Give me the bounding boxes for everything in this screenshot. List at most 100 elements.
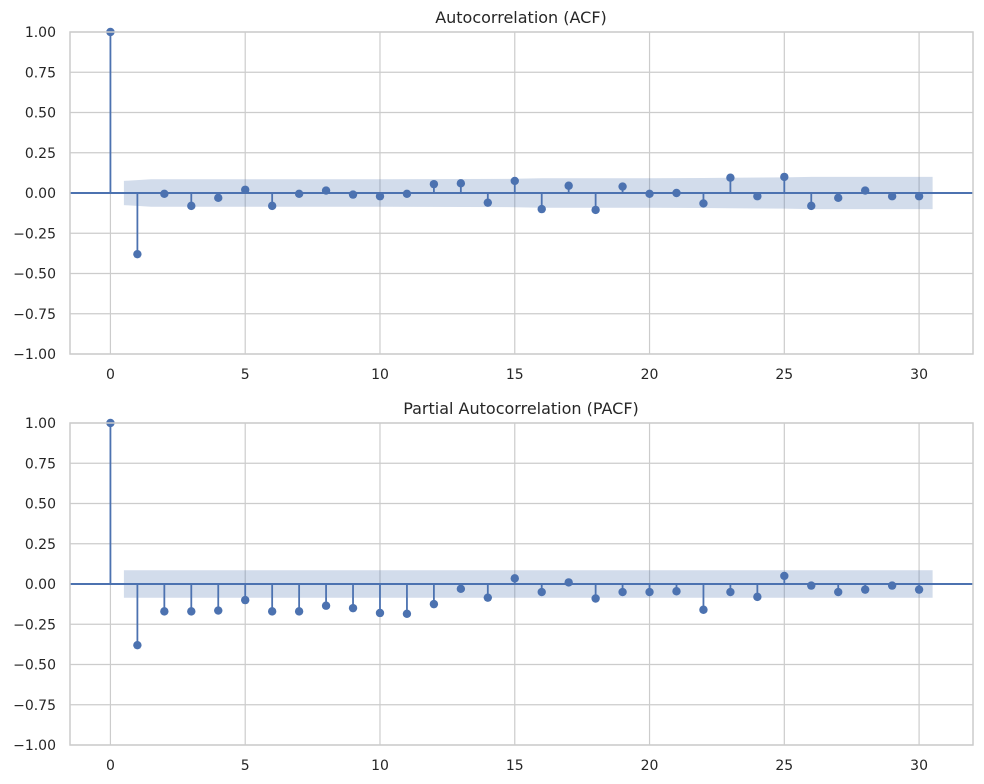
pacf-xtick-label: 10	[371, 758, 389, 774]
pacf-marker-lag-15	[510, 574, 519, 583]
acf-ytick-label: 0.75	[25, 65, 56, 81]
pacf-marker-lag-29	[887, 581, 897, 590]
acf-marker-lag-5	[241, 185, 250, 194]
acf-marker-lag-7	[294, 189, 304, 199]
pacf-ytick-label: 0.25	[25, 537, 56, 553]
pacf-marker-lag-24	[753, 592, 762, 602]
pacf-xtick-label: 0	[106, 758, 115, 774]
pacf-marker-lag-30	[914, 585, 924, 594]
acf-marker-lag-28	[860, 186, 870, 195]
acf-marker-lag-3	[187, 201, 196, 211]
acf-ytick-label: 1.00	[25, 25, 56, 41]
acf-ytick-label: −0.25	[13, 226, 56, 242]
acf-ytick-label: 0.00	[25, 186, 56, 202]
acf-ytick-label: 0.50	[25, 106, 56, 122]
acf-marker-lag-20	[645, 189, 654, 199]
pacf-marker-lag-27	[834, 587, 843, 597]
acf-marker-lag-2	[160, 189, 169, 199]
acf-xtick-label: 0	[106, 367, 115, 383]
acf-panel: Autocorrelation (ACF) 1.00 0.75 0.50 0.25 0.…	[13, 8, 974, 383]
pacf-marker-lag-28	[860, 585, 870, 594]
acf-marker-lag-24	[753, 192, 762, 201]
acf-marker-lag-9	[348, 190, 358, 199]
pacf-xtick-label: 20	[641, 758, 659, 774]
pacf-marker-lag-7	[294, 607, 304, 616]
pacf-ytick-label: −0.25	[13, 617, 56, 633]
acf-marker-lag-29	[887, 192, 897, 201]
pacf-marker-lag-21	[672, 587, 681, 596]
pacf-marker-lag-4	[214, 606, 223, 615]
pacf-xtick-label: 5	[241, 758, 250, 774]
pacf-marker-lag-11	[402, 609, 412, 618]
pacf-marker-lag-8	[321, 601, 331, 610]
acf-marker-lag-21	[672, 188, 681, 198]
pacf-marker-lag-20	[645, 587, 654, 597]
acf-xtick-label: 15	[506, 367, 524, 383]
acf-marker-lag-12	[429, 179, 439, 189]
acf-xtick-label: 5	[241, 367, 250, 383]
acf-xtick-label: 20	[641, 367, 659, 383]
acf-xtick-label: 30	[910, 367, 928, 383]
acf-axes-frame	[69, 31, 974, 355]
pacf-xtick-label: 30	[910, 758, 928, 774]
pacf-ytick-label: 1.00	[25, 416, 56, 432]
pacf-panel: Partial Autocorrelation (PACF) 1.00 0.75 0…	[13, 399, 974, 774]
acf-ytick-label: 0.25	[25, 146, 56, 162]
pacf-ytick-label: −1.00	[13, 738, 56, 754]
pacf-ytick-label: −0.50	[13, 658, 56, 674]
acf-marker-lag-23	[726, 173, 735, 182]
acf-marker-lag-11	[402, 189, 412, 199]
pacf-marker-lag-12	[429, 599, 439, 609]
acf-marker-lag-25	[780, 172, 789, 182]
pacf-marker-lag-25	[780, 571, 789, 581]
pacf-marker-lag-2	[160, 607, 169, 616]
pacf-marker-lag-17	[564, 578, 573, 587]
pacf-xtick-label: 15	[506, 758, 524, 774]
acf-marker-lag-8	[321, 186, 331, 195]
acf-plot-area: 1.00 0.75 0.50 0.25 0.00 −0.25 −0.50 −0.75 −1.00…	[13, 25, 974, 383]
pacf-marker-lag-19	[618, 587, 627, 597]
acf-ytick-label: −1.00	[13, 347, 56, 363]
pacf-ytick-label: 0.50	[25, 497, 56, 513]
pacf-axes-frame	[69, 422, 974, 746]
acf-title: Autocorrelation (ACF)	[435, 8, 607, 27]
pacf-marker-lag-6	[267, 607, 277, 616]
pacf-ytick-label: −0.75	[13, 698, 56, 714]
acf-marker-lag-15	[510, 176, 519, 186]
acf-marker-lag-30	[914, 192, 924, 201]
acf-marker-lag-1	[133, 249, 142, 259]
acf-ytick-label: −0.75	[13, 307, 56, 323]
pacf-marker-lag-13	[456, 584, 466, 594]
pacf-ytick-label: 0.00	[25, 577, 56, 593]
acf-marker-lag-17	[564, 181, 573, 190]
acf-xtick-label: 10	[371, 367, 389, 383]
pacf-marker-lag-14	[483, 593, 493, 602]
pacf-marker-lag-10	[375, 608, 385, 618]
acf-marker-lag-6	[267, 201, 277, 211]
acf-xtick-label: 25	[775, 367, 793, 383]
pacf-ytick-label: 0.75	[25, 456, 56, 472]
pacf-xtick-label: 25	[775, 758, 793, 774]
pacf-marker-lag-22	[699, 605, 708, 614]
acf-marker-lag-26	[807, 201, 816, 211]
pacf-marker-lag-26	[807, 581, 816, 590]
acf-marker-lag-16	[537, 204, 546, 214]
acf-marker-lag-27	[834, 193, 843, 203]
acf-marker-lag-14	[483, 198, 493, 207]
acf-marker-lag-13	[456, 179, 466, 188]
pacf-title: Partial Autocorrelation (PACF)	[403, 399, 639, 418]
pacf-plot-area: 1.00 0.75 0.50 0.25 0.00 −0.25 −0.50 −0.75 −1.00…	[13, 416, 974, 774]
acf-marker-lag-18	[591, 205, 600, 215]
acf-marker-lag-19	[618, 182, 627, 191]
pacf-marker-lag-5	[241, 595, 250, 605]
acf-marker-lag-10	[375, 192, 385, 201]
pacf-marker-lag-16	[537, 587, 546, 597]
pacf-marker-lag-18	[591, 594, 600, 603]
acf-marker-lag-22	[699, 199, 708, 208]
pacf-marker-lag-1	[133, 640, 142, 650]
pacf-marker-lag-9	[348, 603, 358, 613]
pacf-marker-lag-3	[187, 607, 196, 616]
pacf-marker-lag-23	[726, 587, 735, 597]
acf-marker-lag-4	[214, 193, 223, 203]
